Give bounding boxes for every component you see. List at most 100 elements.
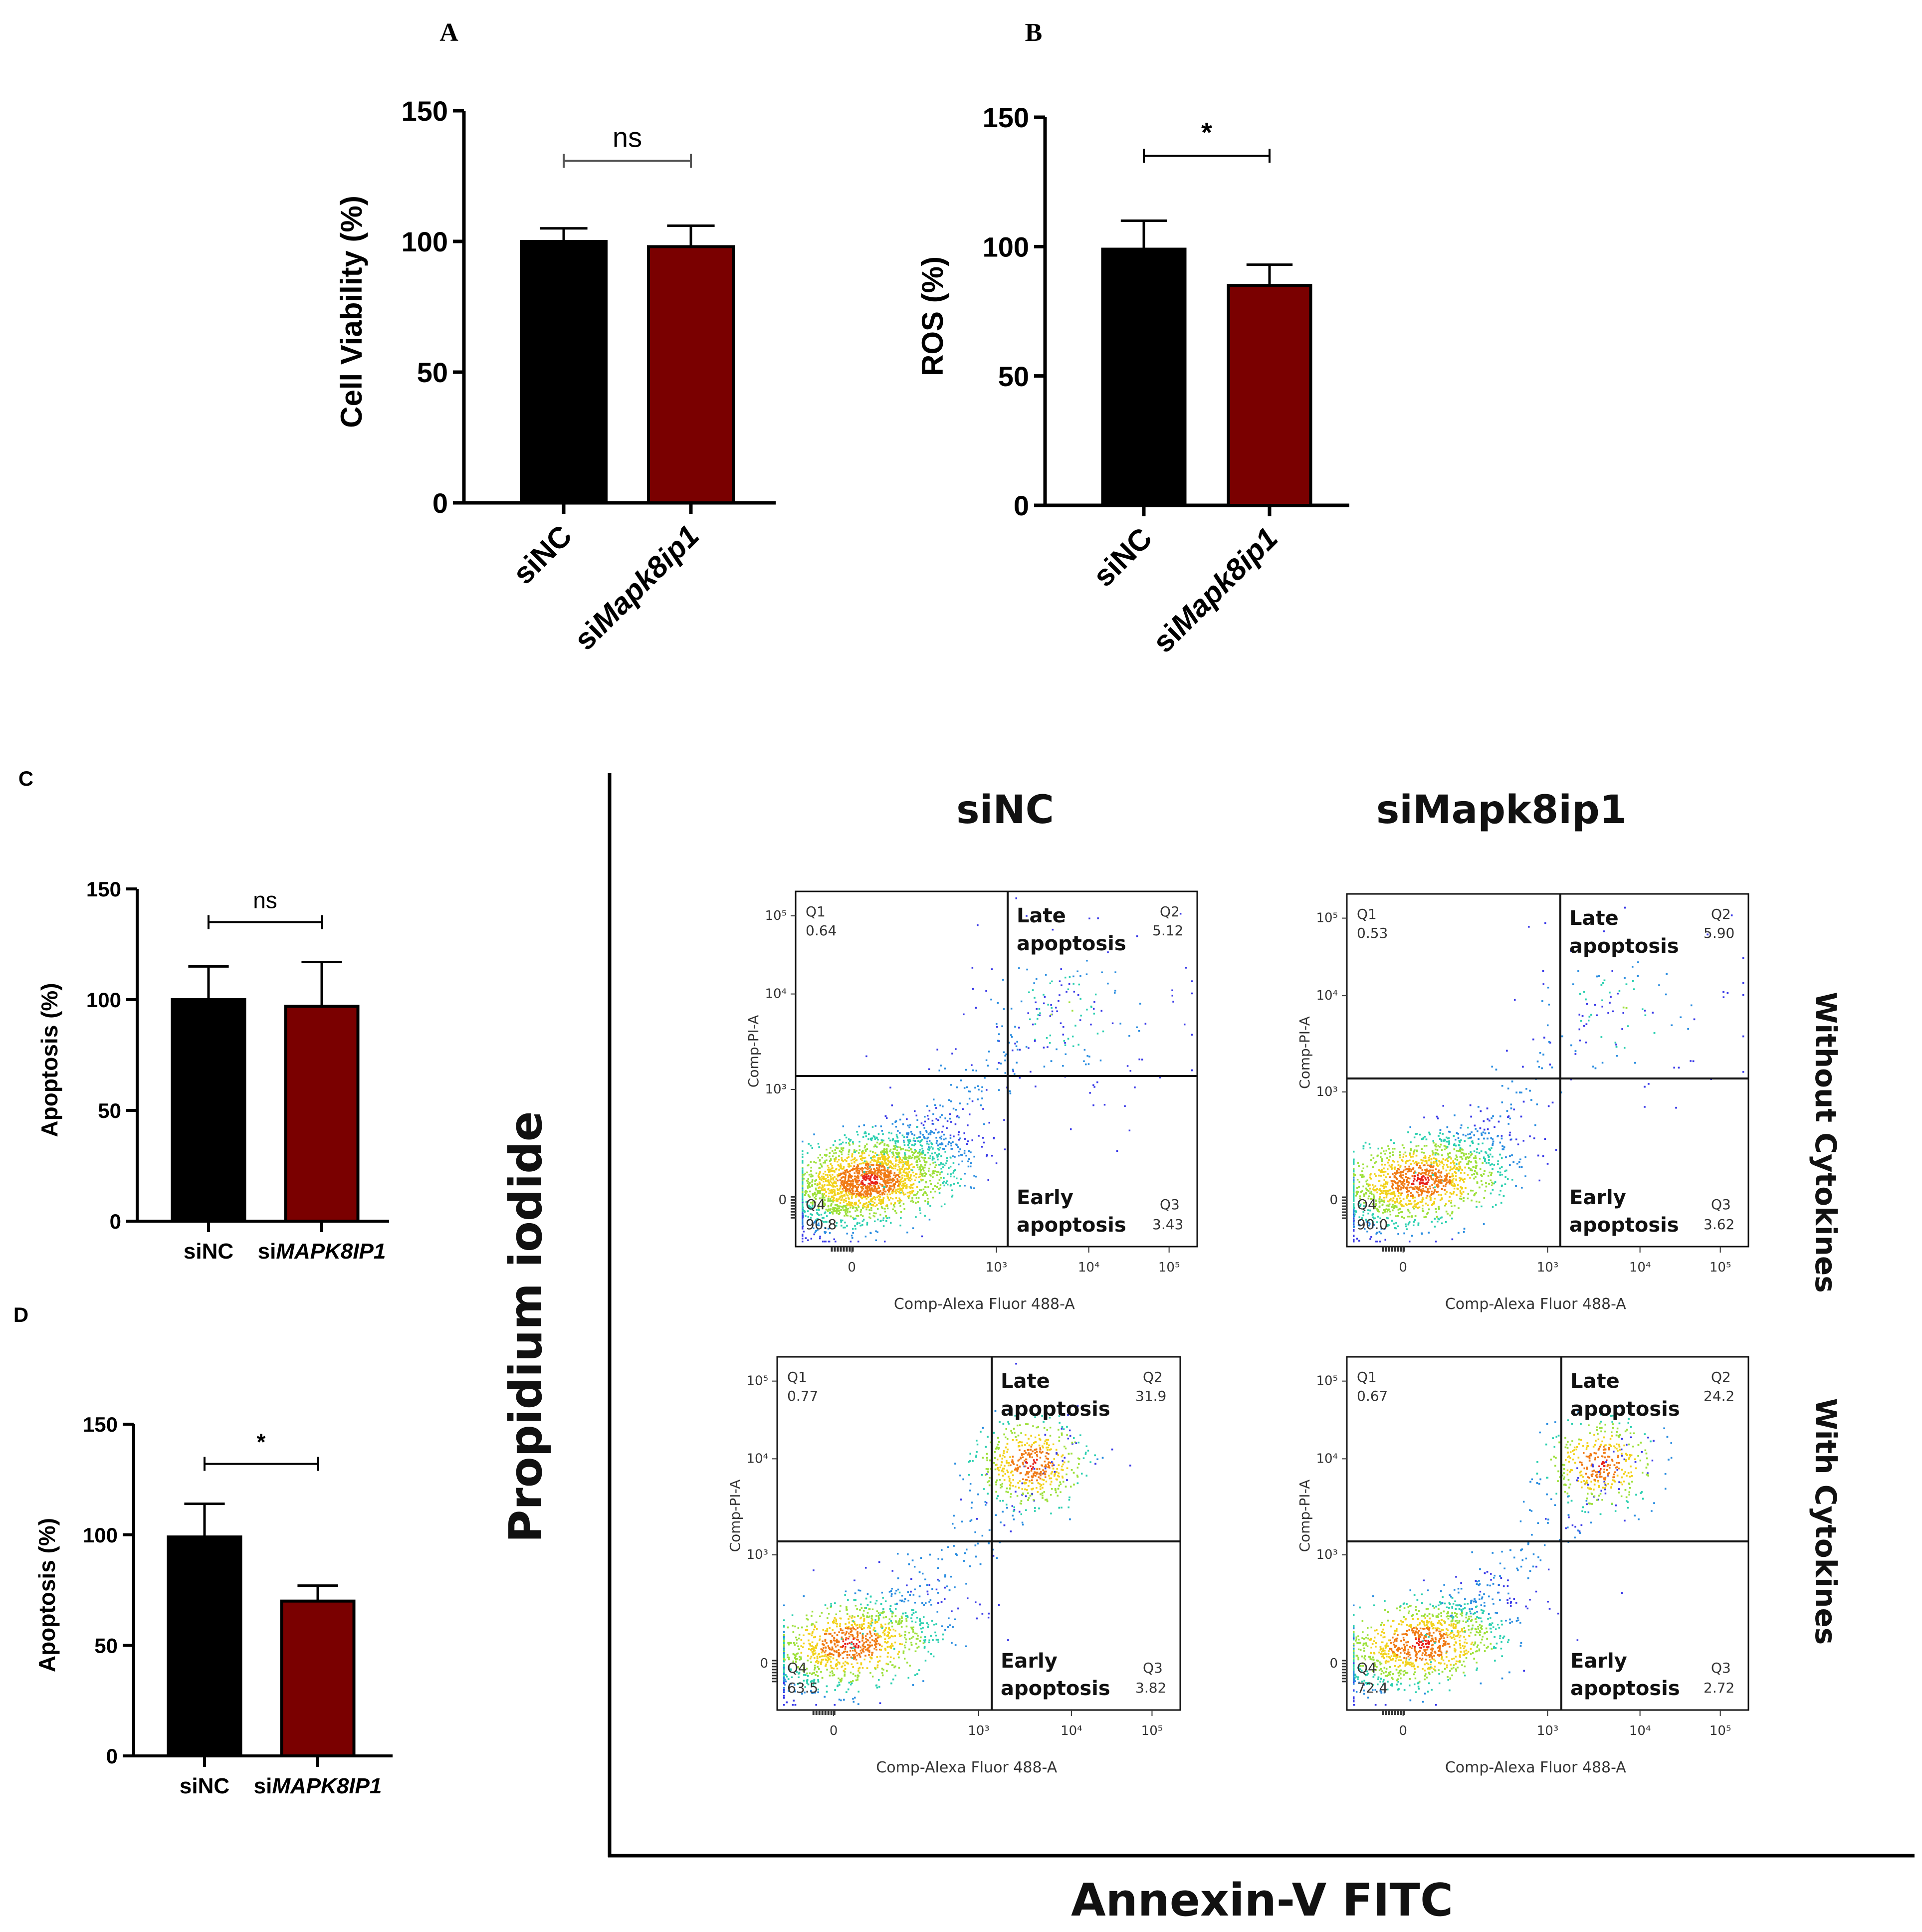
- bar: [1227, 284, 1312, 507]
- flow-events: [802, 897, 1193, 1243]
- plot-y-tick: 0: [1329, 1656, 1338, 1671]
- quadrant-value-q3: 3.62: [1704, 1216, 1734, 1233]
- quadrant-value-q3: 3.82: [1135, 1680, 1166, 1696]
- plot-y-tick: 10⁵: [746, 1374, 768, 1389]
- plot-y-tick: 10⁵: [1316, 911, 1338, 926]
- column-title-sinc: siNC: [956, 788, 1054, 833]
- plot-x-tick: 10³: [1537, 1723, 1559, 1738]
- plot-y-tick: 0: [778, 1193, 787, 1208]
- bar: [284, 1005, 360, 1223]
- quadrant-name: Q4: [806, 1196, 826, 1213]
- plot-x-axis-label: Comp-Alexa Fluor 488-A: [1445, 1759, 1626, 1776]
- plot-x-axis-label: Comp-Alexa Fluor 488-A: [1445, 1295, 1626, 1313]
- bar: [280, 1599, 356, 1758]
- quadrant-value-q2: 5.90: [1704, 925, 1734, 941]
- plot-x-tick: 10⁴: [1078, 1260, 1100, 1275]
- quadrant-value-q4: 90.8: [806, 1216, 837, 1233]
- y-tick-label: 50: [98, 1099, 121, 1122]
- flow-plot-frame: [1346, 1356, 1749, 1711]
- quadrant-value-q1: 0.77: [787, 1388, 818, 1404]
- plot-x-tick: 10⁵: [1709, 1723, 1731, 1738]
- bar: [1101, 247, 1187, 507]
- quadrant-value-q3: 3.43: [1152, 1216, 1183, 1233]
- plot-y-axis-label: Comp-PI-A: [1296, 1016, 1313, 1089]
- quadrant-value-q2: 5.12: [1152, 922, 1183, 939]
- y-tick-label: 100: [86, 988, 121, 1012]
- category-label: siMAPK8IP1: [258, 1239, 386, 1264]
- quadrant-name: Q3: [1143, 1660, 1163, 1676]
- plot-y-tick: 10³: [1316, 1084, 1338, 1099]
- bar-chart-c: 0 50 100 150 Apoptosis (%) siNC siMAPK8IP1 ns: [36, 877, 389, 1264]
- y-tick-label: 150: [983, 102, 1029, 133]
- quadrant-value-q1: 0.64: [806, 922, 837, 939]
- early-apoptosis-label: Early: [1017, 1186, 1073, 1209]
- plot-y-tick: 10³: [746, 1547, 768, 1562]
- y-axis-label: Apoptosis (%): [34, 1518, 60, 1672]
- category-label: siNC: [180, 1774, 229, 1798]
- plot-x-tick: 10⁴: [1061, 1723, 1082, 1738]
- plot-x-tick: 0: [1399, 1723, 1407, 1738]
- flow-cytometry-panel: siNC siMapk8ip1 Without Cytokines With C…: [500, 773, 1915, 1927]
- early-apoptosis-label: apoptosis: [1569, 1214, 1679, 1237]
- early-apoptosis-label: apoptosis: [1001, 1677, 1110, 1700]
- propidium-iodide-label: Propidium iodide: [500, 1111, 552, 1542]
- quadrant-value-q4: 90.0: [1357, 1216, 1388, 1233]
- flow-plots: Q1 0.64 Q2 5.12 Q3 3.43 Q4 90.8 Late apoptosis Ear…: [727, 890, 1749, 1776]
- late-apoptosis-label: apoptosis: [1001, 1398, 1110, 1421]
- quadrant-value-q1: 0.67: [1357, 1388, 1388, 1404]
- quadrant-value-q2: 24.2: [1704, 1388, 1734, 1404]
- y-tick-label: 100: [402, 226, 448, 257]
- late-apoptosis-label: Late: [1569, 907, 1619, 930]
- y-axis-label: ROS (%): [916, 256, 949, 376]
- early-apoptosis-label: Early: [1570, 1650, 1627, 1673]
- plot-y-tick: 10⁴: [1316, 988, 1338, 1003]
- category-label: siMAPK8IP1: [254, 1774, 382, 1798]
- flow-plot: Q1 0.53 Q2 5.90 Q3 3.62 Q4 90.0 Late apoptosis Ear…: [1296, 893, 1749, 1313]
- panel-letter-b: B: [1025, 18, 1043, 47]
- plot-y-axis-label: Comp-PI-A: [1296, 1480, 1313, 1552]
- late-apoptosis-label: apoptosis: [1569, 935, 1679, 958]
- y-tick-label: 150: [86, 877, 121, 901]
- late-apoptosis-label: Late: [1017, 904, 1066, 927]
- late-apoptosis-label: Late: [1001, 1370, 1050, 1393]
- plot-y-tick: 10⁵: [1316, 1374, 1338, 1389]
- quadrant-name: Q4: [787, 1660, 807, 1676]
- plot-x-axis-label: Comp-Alexa Fluor 488-A: [894, 1295, 1075, 1313]
- quadrant-name: Q1: [806, 903, 826, 920]
- quadrant-name: Q3: [1711, 1660, 1731, 1676]
- plot-x-tick: 10⁵: [1141, 1723, 1163, 1738]
- early-apoptosis-label: Early: [1001, 1650, 1058, 1673]
- plot-x-tick: 10³: [1537, 1260, 1559, 1275]
- category-label: siNC: [184, 1239, 233, 1264]
- bar-chart-d: 0 50 100 150 Apoptosis (%) siNC siMAPK8IP1 *: [34, 1413, 393, 1798]
- y-tick-label: 0: [110, 1210, 121, 1233]
- row-title-without-cytokines: Without Cytokines: [1809, 992, 1843, 1292]
- panel-letter-a: A: [439, 18, 458, 47]
- plot-x-tick: 0: [848, 1260, 856, 1275]
- plot-x-tick: 10³: [986, 1260, 1008, 1275]
- y-tick-label: 50: [417, 357, 448, 388]
- column-title-simapk8ip1: siMapk8ip1: [1376, 788, 1627, 833]
- bar: [647, 245, 735, 505]
- y-tick-label: 50: [94, 1634, 118, 1657]
- plot-x-tick: 10³: [968, 1723, 990, 1738]
- plot-x-tick: 10⁵: [1709, 1260, 1731, 1275]
- quadrant-name: Q3: [1160, 1196, 1180, 1213]
- plot-y-tick: 0: [760, 1656, 768, 1671]
- plot-y-tick: 10⁴: [765, 987, 787, 1002]
- quadrant-value-q4: 72.4: [1357, 1680, 1388, 1696]
- y-tick-label: 150: [83, 1413, 118, 1436]
- flow-plot: Q1 0.77 Q2 31.9 Q3 3.82 Q4 63.5 Late apoptosis Ear…: [727, 1356, 1181, 1776]
- quadrant-name: Q4: [1357, 1196, 1377, 1213]
- significance-label: ns: [613, 122, 642, 153]
- plot-y-axis-label: Comp-PI-A: [727, 1480, 743, 1552]
- flow-plot: Q1 0.67 Q2 24.2 Q3 2.72 Q4 72.4 Late apoptosis Ear…: [1296, 1356, 1749, 1776]
- early-apoptosis-label: apoptosis: [1017, 1214, 1126, 1237]
- significance-label: *: [257, 1429, 266, 1455]
- plot-y-tick: 0: [1329, 1193, 1338, 1208]
- quadrant-name: Q1: [1357, 1369, 1377, 1385]
- bar: [171, 998, 246, 1223]
- plot-y-tick: 10⁴: [746, 1451, 768, 1466]
- plot-y-tick: 10³: [1316, 1547, 1338, 1562]
- quadrant-name: Q3: [1711, 1196, 1731, 1213]
